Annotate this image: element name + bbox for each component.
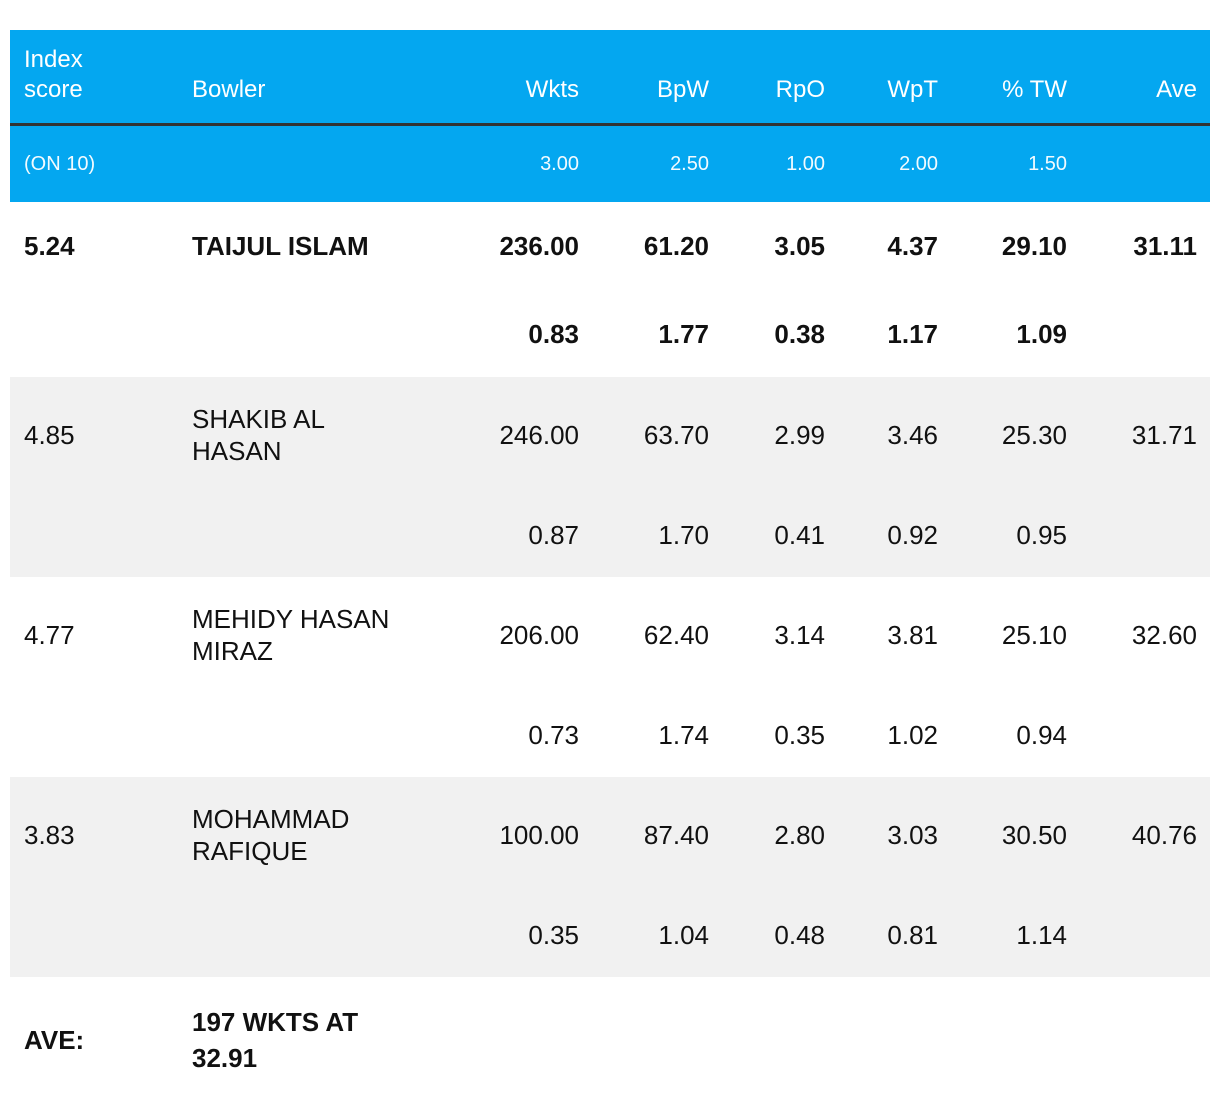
table-weights-row: (ON 10) 3.00 2.50 1.00 2.00 1.50	[10, 126, 1210, 202]
weight-bpw: 2.50	[670, 153, 709, 175]
wkts-cell: 100.00	[499, 819, 579, 850]
wkts-score-cell: 0.87	[528, 519, 579, 550]
header-percent-tw: % TW	[1002, 76, 1067, 103]
weight-index: (ON 10)	[24, 153, 96, 175]
index-score-cell: 5.24	[24, 231, 75, 261]
header-bowler: Bowler	[192, 76, 266, 103]
table-subrow-scores: 0.83 1.77 0.38 1.17 1.09	[10, 290, 1210, 377]
bowler-name-cell: MEHIDY HASAN MIRAZ	[192, 603, 390, 666]
bowler-name-cell: SHAKIB AL HASAN	[192, 403, 324, 466]
bowler-index-table: Index score Bowler Wkts BpW RpO WpT % TW…	[10, 30, 1210, 1103]
wpt-cell: 3.46	[887, 419, 938, 450]
wpt-cell: 4.37	[887, 231, 938, 261]
footer-label: AVE:	[24, 1025, 85, 1055]
rpo-score-cell: 0.41	[774, 519, 825, 550]
table-row: 3.83 MOHAMMAD RAFIQUE 100.00 87.40 2.80 …	[10, 777, 1210, 892]
index-score-cell: 4.85	[24, 419, 75, 450]
ave-cell: 31.11	[1133, 231, 1197, 261]
header-wpt: WpT	[887, 76, 938, 103]
index-score-cell: 3.83	[24, 819, 75, 850]
percent-tw-cell: 30.50	[1001, 819, 1067, 850]
wkts-score-cell: 0.35	[528, 919, 579, 950]
percent-tw-score-cell: 0.95	[1016, 519, 1067, 550]
rpo-cell: 3.05	[774, 231, 825, 261]
bpw-cell: 62.40	[643, 619, 709, 650]
table-subrow-scores: 0.87 1.70 0.41 0.92 0.95	[10, 492, 1210, 577]
wkts-cell: 236.00	[499, 231, 579, 261]
rpo-cell: 3.14	[774, 619, 825, 650]
wpt-score-cell: 0.92	[887, 519, 938, 550]
bpw-score-cell: 1.77	[658, 318, 709, 349]
percent-tw-cell: 29.10	[1001, 231, 1067, 261]
weight-rpo: 1.00	[786, 153, 825, 175]
table-row: 4.85 SHAKIB AL HASAN 246.00 63.70 2.99 3…	[10, 377, 1210, 492]
bpw-cell: 63.70	[643, 419, 709, 450]
percent-tw-cell: 25.10	[1001, 619, 1067, 650]
table-footer-row: AVE: 197 WKTS AT 32.91	[10, 977, 1210, 1103]
ave-cell: 40.76	[1131, 819, 1197, 850]
header-index-score: Index score	[24, 46, 83, 103]
rpo-cell: 2.99	[774, 419, 825, 450]
rpo-score-cell: 0.38	[774, 318, 825, 349]
header-wkts: Wkts	[525, 76, 579, 103]
table-row: 4.77 MEHIDY HASAN MIRAZ 206.00 62.40 3.1…	[10, 577, 1210, 692]
table-subrow-scores: 0.73 1.74 0.35 1.02 0.94	[10, 692, 1210, 777]
weight-percent-tw: 1.50	[1028, 153, 1067, 175]
bpw-score-cell: 1.04	[658, 919, 709, 950]
header-ave: Ave	[1156, 76, 1197, 103]
rpo-score-cell: 0.48	[774, 919, 825, 950]
wkts-score-cell: 0.73	[528, 719, 579, 750]
bpw-score-cell: 1.74	[658, 719, 709, 750]
ave-cell: 32.60	[1131, 619, 1197, 650]
bowler-name-cell: TAIJUL ISLAM	[192, 231, 369, 261]
footer-average-value: 197 WKTS AT 32.91	[192, 1007, 359, 1073]
percent-tw-score-cell: 1.14	[1016, 919, 1067, 950]
percent-tw-score-cell: 1.09	[1016, 318, 1067, 349]
ave-cell: 31.71	[1131, 419, 1197, 450]
weight-wpt: 2.00	[899, 153, 938, 175]
percent-tw-score-cell: 0.94	[1016, 719, 1067, 750]
wkts-cell: 206.00	[499, 619, 579, 650]
wpt-cell: 3.81	[887, 619, 938, 650]
header-rpo: RpO	[775, 76, 825, 103]
bpw-cell: 61.20	[643, 231, 709, 261]
wpt-cell: 3.03	[887, 819, 938, 850]
header-divider	[10, 123, 1210, 126]
header-bpw: BpW	[656, 76, 709, 103]
table-row: 5.24 TAIJUL ISLAM 236.00 61.20 3.05 4.37…	[10, 202, 1210, 290]
wkts-cell: 246.00	[499, 419, 579, 450]
table-subrow-scores: 0.35 1.04 0.48 0.81 1.14	[10, 892, 1210, 977]
bpw-cell: 87.40	[643, 819, 709, 850]
percent-tw-cell: 25.30	[1001, 419, 1067, 450]
wpt-score-cell: 0.81	[887, 919, 938, 950]
wpt-score-cell: 1.17	[887, 318, 938, 349]
table-header-row: Index score Bowler Wkts BpW RpO WpT % TW…	[10, 30, 1210, 123]
weight-wkts: 3.00	[540, 153, 579, 175]
wpt-score-cell: 1.02	[887, 719, 938, 750]
index-score-cell: 4.77	[24, 619, 75, 650]
rpo-cell: 2.80	[774, 819, 825, 850]
rpo-score-cell: 0.35	[774, 719, 825, 750]
wkts-score-cell: 0.83	[528, 318, 579, 349]
bpw-score-cell: 1.70	[658, 519, 709, 550]
bowler-name-cell: MOHAMMAD RAFIQUE	[192, 803, 350, 866]
